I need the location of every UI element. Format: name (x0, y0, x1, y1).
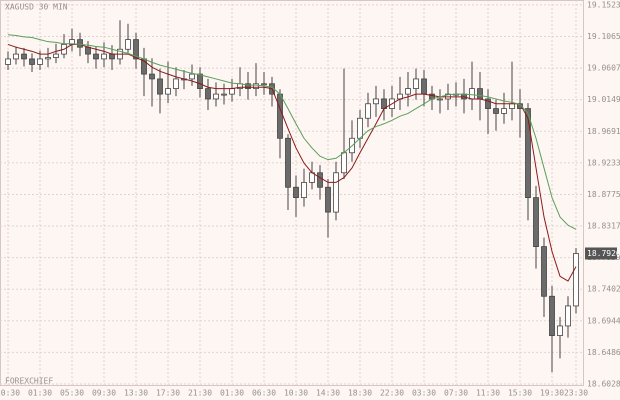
candle-body (325, 186, 331, 213)
moving-average (7, 34, 577, 230)
candle-body (549, 295, 555, 336)
candle-body (77, 39, 83, 48)
x-tick-label: 05:30 (60, 389, 84, 398)
candle-body (421, 78, 427, 95)
candle-body (21, 53, 27, 60)
x-tick-label: 15:30 (508, 389, 532, 398)
candle-body (125, 39, 131, 50)
y-tick-label: 18.60285 (587, 379, 620, 388)
y-tick-label: 19.1523 (587, 0, 620, 9)
candle-body (477, 88, 483, 100)
x-tick-label: 19:30 (540, 389, 564, 398)
y-tick-label: 18.9233 (587, 158, 620, 167)
candle-body (341, 152, 347, 174)
candle-body (525, 108, 531, 199)
y-tick-label: 19.01493 (587, 95, 620, 104)
x-tick-label: 03:30 (412, 389, 436, 398)
candle-body (541, 246, 547, 297)
candle-body (149, 73, 155, 80)
y-tick-label: 18.83178 (587, 222, 620, 231)
y-tick-label: 18.64865 (587, 348, 620, 357)
moving-average (7, 43, 577, 282)
candle-body (373, 98, 379, 105)
price-tag-box (585, 247, 617, 260)
candle-body (357, 117, 363, 139)
candle-body (109, 53, 115, 60)
candle-body (469, 88, 475, 100)
candle-body (229, 88, 235, 95)
candle-body (245, 83, 251, 89)
y-tick-label: 18.87757 (587, 190, 620, 199)
candle-body (53, 53, 59, 58)
candle-body (493, 108, 499, 114)
candle-body (189, 73, 195, 80)
x-tick-label: 11:30 (476, 389, 500, 398)
candle-body (413, 78, 419, 89)
candle-body (5, 58, 11, 65)
y-tick-label: 19.0607 (587, 64, 620, 73)
candle-body (205, 88, 211, 100)
candle-body (133, 39, 139, 60)
candle-body (93, 53, 99, 60)
candle-body (333, 172, 339, 213)
x-tick-label: 20:30 (0, 389, 20, 398)
candle-body (565, 305, 571, 327)
y-tick-label: 18.69444 (587, 316, 620, 325)
candle-body (13, 53, 19, 60)
candle-body (509, 103, 515, 110)
candle-body (157, 78, 163, 95)
candle-body (213, 93, 219, 100)
candle-body (173, 78, 179, 89)
candle-body (533, 197, 539, 247)
x-tick-label: 22:30 (380, 389, 404, 398)
candle-body (45, 57, 51, 60)
x-tick-label: 21:30 (188, 389, 212, 398)
candle-body (317, 172, 323, 188)
candle-body (293, 186, 299, 199)
candle-body (85, 46, 91, 55)
candle-body (277, 93, 283, 139)
x-tick-label: 01:30 (28, 389, 52, 398)
plot-border (0, 0, 584, 386)
candle-body (37, 58, 43, 65)
candle-body (405, 88, 411, 95)
chart-title: XAGUSD 30 MIN (5, 3, 68, 12)
watermark: FOREXCHIEF (5, 377, 53, 386)
candle-body (197, 73, 203, 89)
candle-body (285, 137, 291, 188)
x-tick-label: 18:30 (348, 389, 372, 398)
x-tick-label: 13:30 (124, 389, 148, 398)
y-tick-label: 19.1065 (587, 32, 620, 41)
candle-body (261, 83, 267, 86)
candle-body (573, 253, 579, 307)
y-tick-label: 18.96914 (587, 127, 620, 136)
candle-body (165, 88, 171, 95)
candle-body (253, 83, 259, 89)
x-tick-label: 10:30 (284, 389, 308, 398)
x-tick-label: 23:30 (564, 389, 588, 398)
x-tick-label: 07:30 (444, 389, 468, 398)
x-tick-label: 06:30 (252, 389, 276, 398)
x-tick-label: 14:30 (316, 389, 340, 398)
candle-body (365, 103, 371, 119)
candle-body (557, 325, 563, 336)
price-tag: 18.7920 (587, 249, 620, 258)
candle-body (501, 108, 507, 114)
candle-body (221, 93, 227, 96)
candle-body (301, 182, 307, 199)
x-tick-label: 01:30 (220, 389, 244, 398)
candle-body (437, 98, 443, 101)
candle-body (101, 53, 107, 60)
candle-body (485, 98, 491, 110)
x-tick-label: 17:30 (156, 389, 180, 398)
x-tick-label: 09:30 (92, 389, 116, 398)
candle-body (29, 58, 35, 65)
